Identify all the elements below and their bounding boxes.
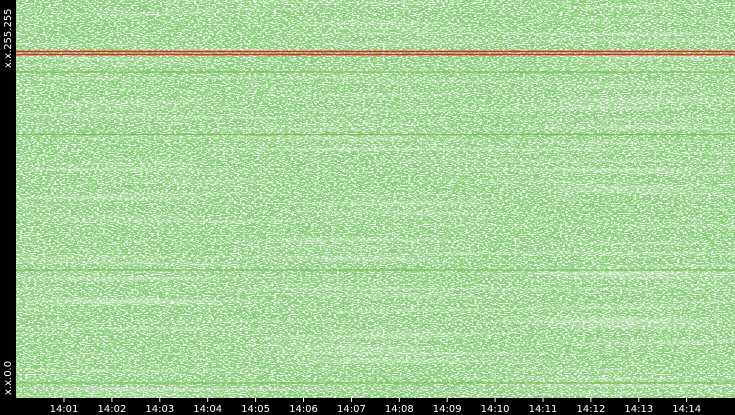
traffic-streaks bbox=[16, 0, 735, 398]
x-tick-label: 14:05 bbox=[241, 404, 270, 415]
x-tick-label: 14:09 bbox=[433, 404, 462, 415]
x-tick-label: 14:11 bbox=[529, 404, 558, 415]
time-axis: 14:01 14:02 14:03 14:04 14:05 14:06 14:07 14:08… bbox=[50, 398, 701, 415]
x-tick-label: 14:06 bbox=[289, 404, 318, 415]
x-tick-label: 14:12 bbox=[576, 404, 605, 415]
y-label-bottom: x.x.0.0 bbox=[3, 361, 14, 395]
plot-area bbox=[16, 0, 735, 398]
x-tick-label: 14:03 bbox=[145, 404, 174, 415]
y-label-top: x.x.255.255 bbox=[3, 8, 14, 68]
x-tick-label: 14:14 bbox=[672, 404, 701, 415]
x-tick-label: 14:10 bbox=[481, 404, 510, 415]
x-tick-label: 14:13 bbox=[624, 404, 653, 415]
x-tick-label: 14:08 bbox=[385, 404, 414, 415]
x-tick-label: 14:02 bbox=[97, 404, 126, 415]
x-tick-label: 14:04 bbox=[193, 404, 222, 415]
x-tick-label: 14:07 bbox=[337, 404, 366, 415]
x-tick-label: 14:01 bbox=[50, 404, 79, 415]
